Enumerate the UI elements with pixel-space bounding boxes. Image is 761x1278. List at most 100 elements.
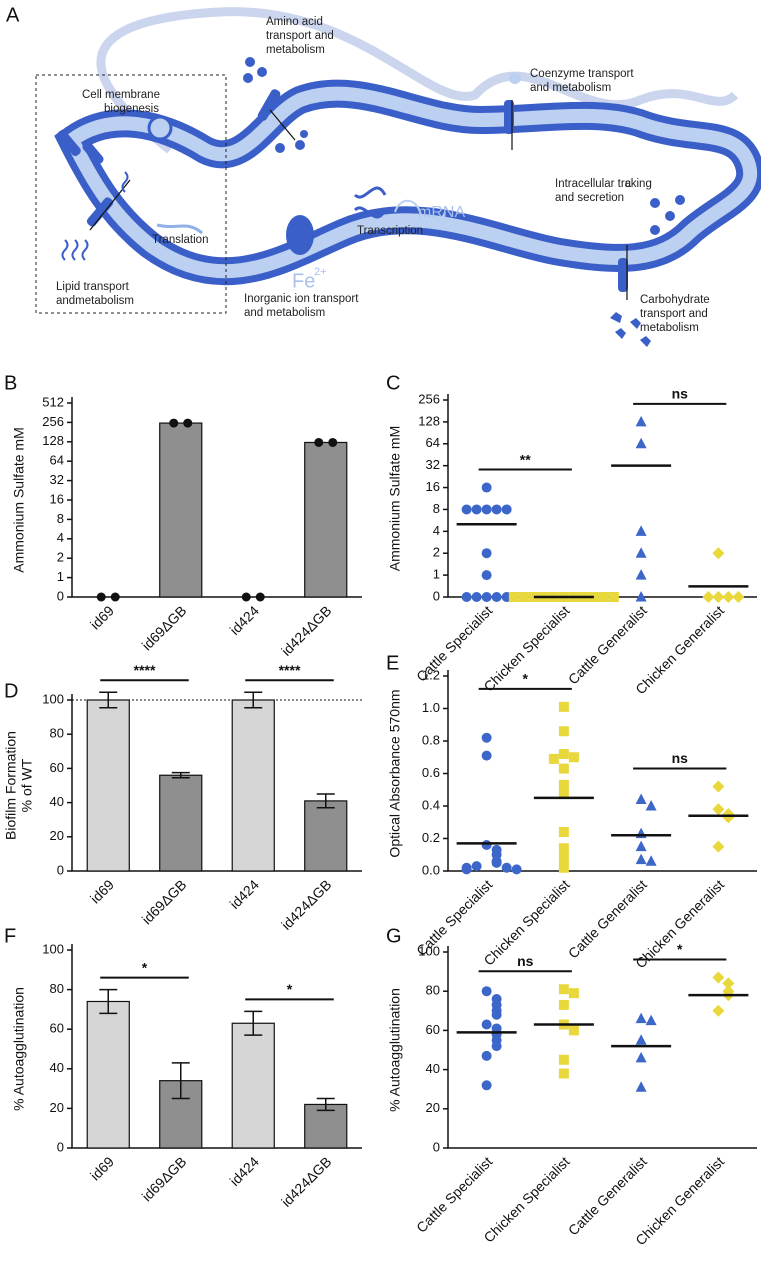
data-point bbox=[568, 1025, 579, 1036]
x-tick-label: id424 bbox=[226, 602, 262, 638]
diagram-label: Amino acid bbox=[266, 16, 323, 28]
data-point bbox=[722, 591, 735, 603]
data-point bbox=[635, 840, 647, 852]
y-axis-label: % of WT bbox=[19, 758, 35, 812]
data-point bbox=[558, 984, 569, 995]
data-point bbox=[558, 726, 569, 737]
y-axis-label: Ammonium Sulfate mM bbox=[387, 426, 403, 571]
y-tick-label: 128 bbox=[42, 433, 64, 448]
ion-label: Fe bbox=[292, 270, 315, 292]
panel-label: A bbox=[6, 4, 20, 26]
bar bbox=[304, 1103, 348, 1149]
membrane-inner bbox=[63, 86, 758, 279]
diagram-label: mRNA bbox=[418, 204, 465, 221]
bar bbox=[304, 441, 348, 598]
y-tick-label: 64 bbox=[50, 453, 64, 468]
significance-label: ns bbox=[517, 953, 534, 969]
data-point bbox=[635, 591, 647, 602]
data-point bbox=[491, 1041, 502, 1052]
significance-label: ns bbox=[672, 750, 689, 766]
molecules bbox=[61, 57, 685, 347]
data-point bbox=[558, 701, 569, 712]
error-bar bbox=[171, 771, 190, 779]
data-point bbox=[645, 855, 657, 866]
panel-label: E bbox=[386, 652, 399, 674]
data-point bbox=[635, 1051, 647, 1063]
x-tick-label: id69 bbox=[87, 1153, 117, 1183]
y-tick-label: 0 bbox=[57, 588, 64, 603]
x-tick-label: id69ΔGB bbox=[139, 876, 190, 927]
data-point bbox=[255, 592, 265, 602]
data-point bbox=[645, 800, 657, 811]
data-point bbox=[635, 1012, 647, 1024]
x-tick-label: id424ΔGB bbox=[278, 876, 334, 932]
y-tick-label: 1 bbox=[57, 569, 64, 584]
y-tick-label: 80 bbox=[50, 981, 64, 996]
x-tick-label: id69 bbox=[87, 876, 117, 906]
y-tick-label: 0 bbox=[433, 588, 440, 603]
data-point bbox=[241, 592, 251, 602]
y-tick-label: 100 bbox=[42, 691, 64, 706]
bar bbox=[86, 1000, 130, 1149]
significance-label: **** bbox=[134, 662, 156, 678]
y-tick-label: 8 bbox=[433, 501, 440, 516]
data-point bbox=[568, 988, 579, 999]
data-point bbox=[712, 803, 725, 816]
panel-label: D bbox=[4, 680, 18, 702]
data-point bbox=[635, 1034, 647, 1045]
panel-label: G bbox=[386, 925, 402, 947]
y-tick-label: 256 bbox=[418, 391, 440, 406]
data-point bbox=[471, 504, 482, 515]
y-tick-label: 0.4 bbox=[422, 797, 440, 812]
data-point bbox=[645, 1014, 657, 1026]
data-point bbox=[732, 591, 745, 603]
data-point bbox=[712, 591, 725, 603]
data-point bbox=[712, 547, 725, 560]
data-point bbox=[481, 840, 492, 850]
diagram-label: transport and bbox=[266, 30, 334, 42]
y-tick-label: 16 bbox=[50, 491, 64, 506]
data-point bbox=[608, 592, 619, 602]
y-tick-label: 2 bbox=[433, 545, 440, 560]
bar bbox=[231, 699, 275, 872]
data-point bbox=[501, 504, 512, 515]
x-tick-label: Cattle Generalist bbox=[565, 876, 650, 961]
y-tick-label: 512 bbox=[42, 394, 64, 409]
protein bbox=[86, 197, 114, 227]
x-tick-label: id69ΔGB bbox=[139, 602, 190, 653]
error-bar bbox=[99, 988, 118, 1015]
y-tick-label: 4 bbox=[433, 523, 440, 538]
y-tick-label: 16 bbox=[426, 479, 440, 494]
x-tick-label: id424 bbox=[226, 1153, 262, 1189]
axis-line bbox=[447, 670, 757, 872]
y-tick-label: 20 bbox=[50, 1100, 64, 1115]
y-tick-label: 1 bbox=[433, 567, 440, 582]
diagram-label: Intracellular tra bbox=[555, 178, 632, 190]
data-point bbox=[96, 592, 106, 602]
significance-label: * bbox=[523, 671, 529, 687]
data-point bbox=[635, 853, 647, 865]
vesicle bbox=[147, 115, 173, 141]
diagram-label: cking bbox=[625, 178, 652, 190]
y-tick-label: 0.0 bbox=[422, 862, 440, 877]
data-point bbox=[481, 732, 492, 743]
x-tick-label: id424 bbox=[226, 876, 262, 912]
data-point bbox=[481, 1019, 492, 1030]
data-point bbox=[481, 750, 492, 761]
data-point bbox=[518, 592, 529, 602]
data-point bbox=[491, 1009, 502, 1020]
data-point bbox=[558, 749, 569, 759]
y-tick-label: 20 bbox=[426, 1100, 440, 1115]
data-point bbox=[558, 862, 569, 873]
data-point bbox=[471, 592, 482, 602]
y-tick-label: 40 bbox=[50, 794, 64, 809]
y-tick-label: 32 bbox=[426, 457, 440, 472]
data-point bbox=[328, 437, 338, 447]
significance-label: * bbox=[287, 981, 293, 997]
protein bbox=[82, 141, 104, 165]
y-tick-label: 2 bbox=[57, 550, 64, 565]
data-point bbox=[558, 999, 569, 1010]
protein bbox=[57, 129, 81, 157]
bar bbox=[159, 422, 203, 598]
data-point bbox=[481, 1080, 492, 1091]
